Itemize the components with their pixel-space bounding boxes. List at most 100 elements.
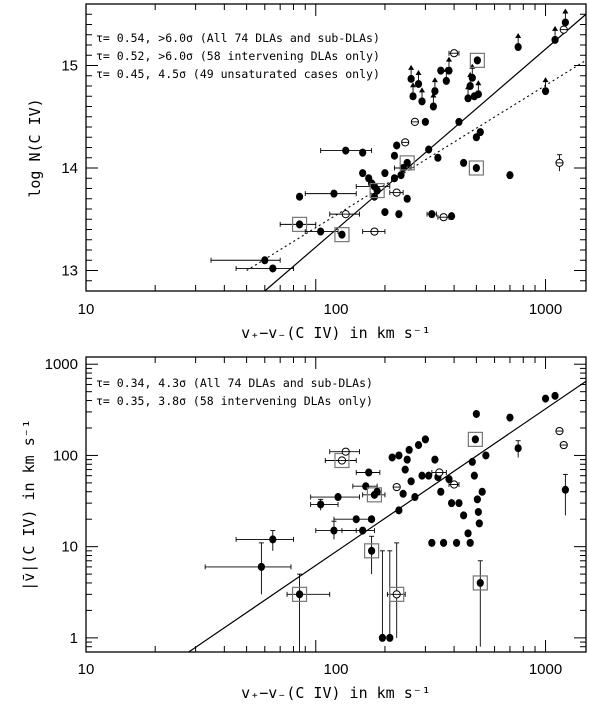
lower-limit-arrowhead bbox=[562, 8, 569, 14]
data-point bbox=[472, 409, 480, 418]
data-point bbox=[475, 519, 483, 528]
bottom-x-tick-label: 10 bbox=[78, 661, 95, 678]
data-point bbox=[464, 529, 472, 538]
data-point bbox=[514, 43, 522, 52]
square-marker bbox=[399, 155, 415, 171]
data-point bbox=[466, 538, 474, 547]
data-point bbox=[381, 208, 389, 217]
data-point bbox=[414, 79, 423, 88]
data-point bbox=[460, 158, 468, 167]
data-point bbox=[460, 511, 468, 520]
data-point bbox=[428, 538, 436, 547]
data-point bbox=[359, 526, 367, 535]
lower-limit-arrowhead bbox=[552, 25, 559, 31]
data-point bbox=[431, 455, 439, 464]
data-point bbox=[421, 435, 429, 444]
data-point bbox=[473, 495, 481, 504]
data-point bbox=[317, 500, 325, 509]
square-marker bbox=[364, 543, 380, 559]
data-point bbox=[403, 455, 411, 464]
data-point bbox=[388, 453, 396, 462]
bottom-y-axis-label: |v̄|(C IV) in km s⁻¹ bbox=[20, 419, 38, 591]
bottom-x-axis-label: v₊−v₋(C IV) in km s⁻¹ bbox=[241, 684, 431, 702]
data-point bbox=[445, 66, 453, 75]
lower-limit-arrowhead bbox=[410, 82, 417, 88]
square-marker bbox=[468, 160, 484, 176]
data-point bbox=[295, 590, 304, 599]
data-point bbox=[464, 94, 472, 103]
data-point bbox=[452, 538, 461, 547]
data-point bbox=[470, 471, 478, 480]
data-point bbox=[541, 394, 550, 403]
data-point bbox=[352, 515, 360, 524]
bottom-panel: v₊−v₋(C IV) in km s⁻¹ |v̄|(C IV) in km s… bbox=[20, 356, 587, 702]
top-fit-line bbox=[246, 59, 587, 271]
bottom-plot-frame bbox=[85, 356, 587, 653]
data-point bbox=[330, 189, 338, 198]
data-point bbox=[403, 194, 411, 203]
bottom-annotation-2: τ= 0.35, 3.8σ (58 intervening DLAs only) bbox=[96, 394, 373, 408]
data-point bbox=[362, 482, 370, 491]
square-marker bbox=[334, 227, 350, 243]
data-point bbox=[401, 465, 409, 474]
top-annotation-2: τ= 0.52, >6.0σ (58 intervening DLAs only… bbox=[96, 49, 380, 63]
bottom-y-tick-label: 10 bbox=[61, 539, 78, 556]
data-point bbox=[418, 471, 426, 480]
data-point bbox=[338, 230, 346, 239]
data-point bbox=[257, 562, 266, 571]
data-point bbox=[466, 82, 474, 90]
data-point bbox=[393, 141, 401, 150]
data-point bbox=[411, 493, 419, 502]
data-point bbox=[541, 87, 550, 96]
data-point bbox=[390, 151, 399, 160]
bottom-x-tick-label: 1000 bbox=[529, 661, 562, 678]
data-point bbox=[428, 210, 436, 219]
data-point bbox=[473, 56, 481, 65]
top-annotation-3: τ= 0.45, 4.5σ (49 unsaturated cases only… bbox=[96, 67, 380, 81]
top-panel: v₊−v₋(C IV) in km s⁻¹ log N(C IV) τ= 0.5… bbox=[26, 3, 587, 342]
data-point bbox=[334, 493, 342, 502]
data-point bbox=[395, 451, 403, 460]
data-point bbox=[425, 145, 433, 154]
data-point bbox=[551, 35, 559, 44]
data-point bbox=[506, 413, 514, 422]
data-point bbox=[561, 18, 569, 27]
data-point bbox=[370, 192, 379, 201]
data-point bbox=[551, 391, 559, 400]
data-point bbox=[295, 220, 304, 229]
lower-limit-arrowhead bbox=[515, 33, 522, 39]
lower-limit-arrowhead bbox=[419, 87, 426, 93]
top-x-tick-label: 1000 bbox=[529, 301, 562, 318]
bottom-x-tick-label: 100 bbox=[323, 661, 348, 678]
lower-limit-arrowhead bbox=[431, 77, 438, 83]
data-point bbox=[471, 435, 479, 444]
square-marker bbox=[369, 182, 385, 199]
square-marker bbox=[469, 52, 485, 68]
square-marker bbox=[472, 575, 488, 591]
lower-limit-arrowhead bbox=[542, 77, 549, 83]
top-x-tick-label: 10 bbox=[78, 301, 95, 318]
data-point bbox=[476, 578, 484, 587]
data-point bbox=[386, 633, 394, 642]
top-y-tick-label: 15 bbox=[61, 58, 78, 75]
data-point bbox=[476, 128, 484, 137]
data-point bbox=[474, 507, 482, 516]
bottom-y-tick-label: 1 bbox=[70, 630, 78, 647]
data-point bbox=[378, 633, 387, 642]
data-point bbox=[468, 457, 476, 466]
square-marker bbox=[334, 452, 350, 469]
data-point bbox=[429, 102, 437, 111]
bottom-fit-line bbox=[188, 380, 587, 653]
data-point bbox=[269, 264, 277, 273]
data-point bbox=[474, 90, 482, 99]
data-point bbox=[359, 169, 367, 178]
data-point bbox=[330, 526, 338, 535]
data-point bbox=[447, 212, 456, 221]
data-point bbox=[342, 146, 350, 155]
top-fit-line bbox=[264, 13, 587, 292]
data-point bbox=[373, 487, 381, 496]
bottom-annotation-1: τ= 0.34, 4.3σ (All 74 DLAs and sub-DLAs) bbox=[96, 376, 373, 390]
data-point bbox=[407, 74, 415, 83]
data-point bbox=[373, 186, 381, 195]
data-point bbox=[407, 477, 415, 486]
